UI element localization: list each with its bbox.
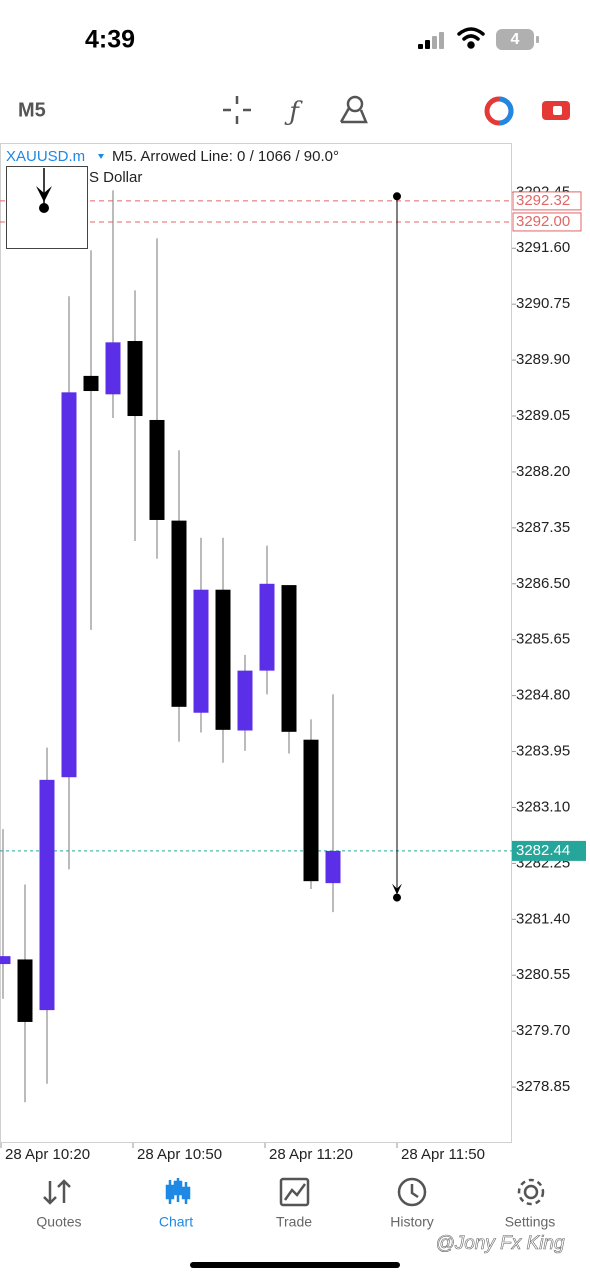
candle-body — [0, 956, 11, 965]
tab-label[interactable]: Trade — [276, 1214, 312, 1230]
x-tick-label: 28 Apr 10:20 — [5, 1146, 90, 1163]
symbol-label[interactable]: XAUUSD.m — [6, 148, 85, 165]
y-tick-label: 3284.80 — [516, 687, 570, 704]
candle-body — [105, 342, 121, 395]
y-tick-label: 3279.70 — [516, 1022, 570, 1039]
trade-button[interactable] — [542, 101, 570, 120]
status-time: 4:39 — [85, 26, 135, 54]
candle-body — [237, 670, 253, 731]
watermark: @Jony Fx King — [435, 1233, 565, 1254]
arrowed-line-start — [393, 192, 401, 201]
candle-body — [281, 585, 297, 732]
y-tick-label: 3290.75 — [516, 295, 570, 312]
candle-body — [17, 959, 33, 1022]
price-line-label: 3292.32 — [516, 192, 570, 209]
x-tick-label: 28 Apr 11:50 — [401, 1146, 485, 1163]
candle-body — [83, 375, 99, 392]
battery-icon — [496, 29, 534, 50]
y-tick-label: 3289.05 — [516, 407, 570, 424]
y-tick-label: 3286.50 — [516, 575, 570, 592]
candle-body — [39, 779, 55, 1011]
y-tick-label: 3289.90 — [516, 351, 570, 368]
crosshair-button[interactable] — [223, 96, 251, 124]
tab-label[interactable]: Settings — [505, 1214, 556, 1230]
objects-button[interactable] — [339, 95, 368, 124]
price-line-tag — [512, 212, 582, 232]
price-line-tag — [512, 191, 582, 211]
candle-body — [193, 589, 209, 713]
candle-body — [325, 850, 341, 884]
battery-level: 4 — [511, 31, 520, 48]
chart-subtitle: S Dollar — [89, 169, 142, 186]
candle-body — [171, 520, 187, 707]
y-tick-label: 3283.95 — [516, 743, 570, 760]
y-tick-label: 3283.10 — [516, 798, 570, 815]
price-axis: 3292.453291.603290.753289.903289.053288.… — [512, 183, 586, 1095]
candle-body — [259, 583, 275, 671]
candle-body — [149, 419, 165, 520]
y-tick-label: 3280.55 — [516, 966, 570, 983]
y-tick-label: 3278.85 — [516, 1078, 570, 1095]
price-line-label: 3292.00 — [516, 213, 570, 230]
symbol-dropdown[interactable] — [98, 154, 104, 159]
indicators-button[interactable]: ƒ — [284, 97, 303, 127]
battery-cap — [536, 36, 539, 43]
chart-frame — [0, 143, 512, 1143]
tab-label[interactable]: History — [390, 1214, 434, 1230]
arrowed-line-end — [393, 893, 401, 902]
x-tick-label: 28 Apr 11:20 — [269, 1146, 353, 1163]
time-axis: 28 Apr 10:20 28 Apr 10:50 28 Apr 11:20 28 A… — [0, 1143, 485, 1163]
object-preview — [6, 166, 88, 249]
candle-body — [61, 392, 77, 778]
timeframe-button[interactable]: M5 — [18, 99, 46, 121]
candle-body — [303, 739, 319, 882]
wifi-icon — [457, 27, 485, 49]
x-tick-label: 28 Apr 10:50 — [137, 1146, 222, 1163]
candle-body — [127, 341, 143, 417]
arrowed-line-head — [392, 883, 402, 895]
current-price-tag — [512, 840, 586, 861]
y-tick-label: 3285.65 — [516, 631, 570, 648]
y-tick-label: 3288.20 — [516, 463, 570, 480]
tab-icons — [43, 1177, 545, 1207]
y-tick-label: 3281.40 — [516, 910, 570, 927]
plot-area — [0, 190, 512, 1103]
y-tick-label: 3287.35 — [516, 519, 570, 536]
y-tick-label: 3291.60 — [516, 239, 570, 256]
candle-body — [215, 589, 231, 730]
chart-title: M5. Arrowed Line: 0 / 1066 / 90.0° — [112, 148, 339, 165]
tab-label[interactable]: Quotes — [36, 1214, 81, 1230]
current-price-label: 3282.44 — [516, 842, 570, 859]
home-indicator — [190, 1262, 400, 1268]
signal-icon — [418, 32, 444, 49]
tab-label[interactable]: Chart — [159, 1214, 193, 1230]
tab-bar: Quotes Chart Trade History Settings — [36, 1214, 555, 1230]
account-button[interactable] — [484, 96, 514, 126]
